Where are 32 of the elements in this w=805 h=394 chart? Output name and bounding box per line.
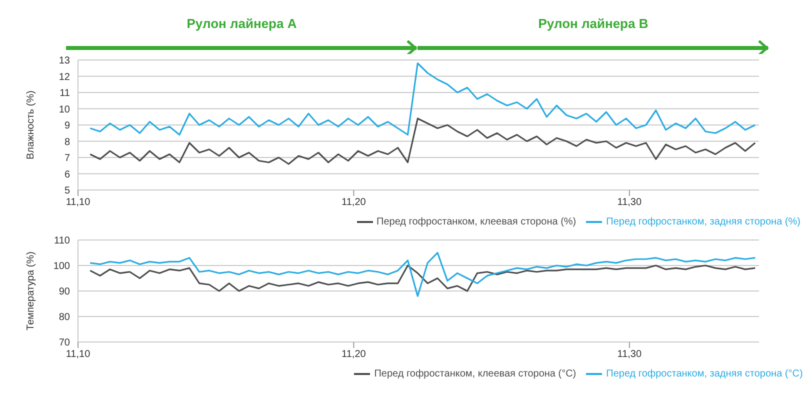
x-tick-label: 11,20	[342, 349, 366, 360]
y-tick-label: 6	[64, 169, 70, 180]
y-tick-label: 90	[58, 286, 70, 298]
legend-label: Перед гофростанком, клеевая сторона (°C)	[374, 368, 576, 380]
y-tick-label: 9	[64, 120, 70, 132]
y-tick-label: 8	[64, 136, 70, 148]
line-series	[89, 62, 756, 136]
x-tick-label: 11,30	[617, 197, 642, 208]
y-tick-label: 12	[58, 72, 70, 83]
x-tick-label: 11,10	[66, 349, 91, 360]
y-tick-label: 11	[60, 88, 70, 100]
y-tick-label: 70	[58, 338, 70, 349]
text: Рулон лайнера A	[186, 16, 298, 31]
y-tick-label: 13	[58, 56, 70, 67]
y-tick-label: 10	[58, 104, 70, 116]
line-series	[89, 118, 756, 165]
legend-label: Перед гофростанком, клеевая сторона (%)	[376, 216, 576, 228]
legend-label: Перед гофростанком, задняя сторона (%)	[606, 216, 800, 228]
y-tick-label: 110	[54, 236, 70, 247]
y-tick-label: 100	[53, 261, 70, 272]
y-axis-title: Влажность (%)	[26, 90, 37, 160]
x-tick-label: 11,10	[66, 197, 91, 208]
x-tick-label: 11,30	[617, 349, 642, 360]
line-series	[89, 252, 756, 297]
y-tick-label: 7	[64, 153, 70, 164]
y-tick-label: 5	[64, 186, 70, 197]
x-tick-label: 11,20	[342, 197, 366, 208]
y-axis-title: Температура (%)	[26, 252, 37, 330]
y-tick-label: 80	[58, 312, 70, 324]
legend-label: Перед гофростанком, задняя сторона (°C)	[606, 368, 803, 380]
text: Рулон лайнера B	[538, 16, 648, 31]
line-series	[89, 264, 756, 292]
